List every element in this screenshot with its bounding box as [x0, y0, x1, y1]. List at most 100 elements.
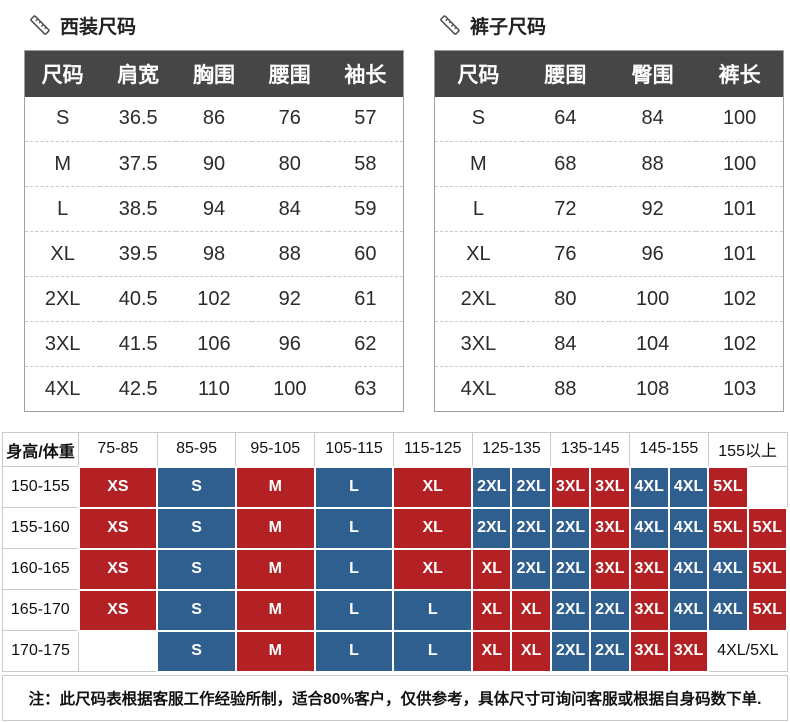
size-table-cell: 59 [327, 186, 404, 232]
matrix-size-cell: 4XL/5XL [707, 630, 788, 672]
matrix-size-cell: 5XL [707, 465, 749, 509]
size-table-cell: 3XL [24, 321, 101, 367]
matrix-size-cell: 2XL [589, 629, 631, 673]
matrix-size-cell: S [156, 465, 237, 509]
size-table-row: XL 39.5 98 88 60 [24, 231, 404, 277]
matrix-size-cell [78, 630, 158, 672]
height-range-label: 165-170 [2, 589, 79, 631]
size-table-cell: 76 [521, 231, 609, 277]
size-table-cell: 68 [521, 141, 609, 187]
size-table-cell: L [24, 186, 101, 232]
size-table-cell: 88 [521, 366, 609, 412]
pants-table-title: 裤子尺码 [470, 16, 547, 38]
matrix-size-cell: M [234, 588, 316, 632]
matrix-size-cell: XL [471, 588, 513, 632]
size-table-cell: 101 [696, 186, 784, 232]
size-table-row: 2XL 80 100 102 [434, 276, 784, 322]
matrix-size-cell: XS [77, 547, 159, 591]
size-table-cell: 4XL [434, 366, 522, 412]
size-table-row: 3XL 84 104 102 [434, 321, 784, 367]
size-table-header-cell: 胸围 [176, 50, 252, 97]
size-table-cell: 100 [696, 141, 784, 187]
size-table-cell: 90 [176, 141, 252, 187]
size-table-cell: 110 [176, 366, 252, 412]
size-table-cell: 94 [176, 186, 252, 232]
size-table-header-row: 尺码 腰围 臀围 裤长 [434, 50, 784, 97]
size-table-cell: 3XL [434, 321, 522, 367]
size-table-cell: M [434, 141, 522, 187]
size-table-header-cell: 尺码 [24, 50, 101, 97]
size-table-cell: S [471, 107, 486, 130]
size-table-cell: 104 [609, 321, 697, 367]
matrix-size-cell: 2XL [549, 588, 592, 632]
matrix-size-cell: 3XL [667, 629, 710, 673]
size-table-cell: 58 [327, 141, 404, 187]
size-table-row: 4XL 88 108 103 [434, 366, 784, 412]
size-table-header-row: 尺码 肩宽 胸围 腰围 袖长 [24, 50, 404, 97]
size-table-cell: 102 [176, 276, 252, 322]
matrix-size-cell: L [392, 588, 474, 632]
size-table-row: 3XL 41.5 106 96 62 [24, 321, 404, 367]
size-table-cell: 61 [327, 276, 404, 322]
matrix-size-cell: XL [471, 547, 513, 591]
size-table-cell: M [24, 141, 101, 187]
size-table-cell: 101 [696, 231, 784, 277]
matrix-size-cell: 2XL [510, 547, 552, 591]
ruler-icon [28, 13, 52, 37]
size-table-row: S 64 84 100 [435, 97, 784, 142]
matrix-size-cell: 3XL [628, 547, 670, 591]
ruler-icon [438, 13, 462, 37]
matrix-size-cell: S [156, 588, 237, 632]
matrix-corner-header: 身高/体重 [2, 432, 79, 467]
height-range-label: 160-165 [2, 548, 79, 590]
size-table-cell: 84 [521, 321, 609, 367]
matrix-size-cell: 4XL [667, 506, 710, 550]
matrix-size-cell: L [313, 547, 395, 591]
matrix-size-cell: 2XL [549, 547, 592, 591]
matrix-size-cell: 4XL [667, 465, 710, 509]
size-table-cell: 96 [609, 231, 697, 277]
matrix-size-cell: XL [392, 465, 474, 509]
size-table-cell: 80 [251, 141, 328, 187]
matrix-header-row: 身高/体重 75-85 85-95 95-105 105-115 115-125 125-1… [2, 432, 788, 467]
size-table-cell: 41.5 [100, 321, 177, 367]
matrix-size-cell: M [234, 547, 316, 591]
suit-size-column: 西装尺码 尺码 肩宽 胸围 腰围 袖长 S 36.5 86 76 57 M 37.5 90 80 58 L 38… [24, 6, 404, 412]
matrix-size-cell: 3XL [589, 506, 631, 550]
matrix-size-cell: XL [392, 547, 474, 591]
size-table-cell: 2XL [24, 276, 101, 322]
matrix-row: 165-170 XS S M L L XL XL 2XL 2XL 3XL 4XL 4XL 5XL [2, 588, 789, 632]
size-table-cell: 86 [202, 107, 226, 130]
size-table-cell: 42.5 [100, 366, 177, 412]
matrix-size-cell: 3XL [589, 547, 631, 591]
size-table-cell: 102 [696, 321, 784, 367]
size-table-cell: 4XL [24, 366, 101, 412]
suit-table-title-row: 西装尺码 [28, 10, 404, 40]
matrix-size-cell: L [392, 629, 474, 673]
matrix-size-cell: 3XL [589, 465, 631, 509]
matrix-size-cell: L [313, 588, 395, 632]
matrix-size-cell: L [313, 465, 395, 509]
size-table-row: M 37.5 90 80 58 [24, 141, 404, 187]
matrix-size-cell: 4XL [628, 465, 670, 509]
weight-range-header: 115-125 [392, 432, 473, 467]
size-table-header-cell: 臀围 [609, 50, 697, 97]
size-table-cell: L [434, 186, 522, 232]
pants-size-column: 裤子尺码 尺码 腰围 臀围 裤长 S 64 84 100 M 68 88 100 L 72 92 101 XL 7… [434, 6, 784, 412]
matrix-size-cell: XS [77, 465, 159, 509]
matrix-size-cell: S [156, 547, 237, 591]
size-table-cell: 57 [354, 107, 377, 130]
matrix-row: 170-175 S M L L XL XL 2XL 2XL 3XL 3XL 4XL/5XL [2, 629, 788, 673]
matrix-size-cell: 2XL [589, 588, 631, 632]
pants-size-table: 尺码 腰围 臀围 裤长 S 64 84 100 M 68 88 100 L 72 92 101 XL 76 96 10… [434, 50, 784, 412]
matrix-size-cell [747, 466, 788, 508]
matrix-row: 155-160 XS S M L XL 2XL 2XL 2XL 3XL 4XL 4XL 5XL 5XL [2, 506, 789, 550]
weight-range-header: 125-135 [471, 432, 552, 467]
size-table-cell: 92 [609, 186, 697, 232]
matrix-size-cell: 2XL [471, 506, 513, 550]
size-table-header-cell: 尺码 [434, 50, 522, 97]
size-table-cell: 88 [251, 231, 328, 277]
weight-range-header: 135-145 [550, 432, 631, 467]
matrix-size-cell: L [313, 629, 395, 673]
